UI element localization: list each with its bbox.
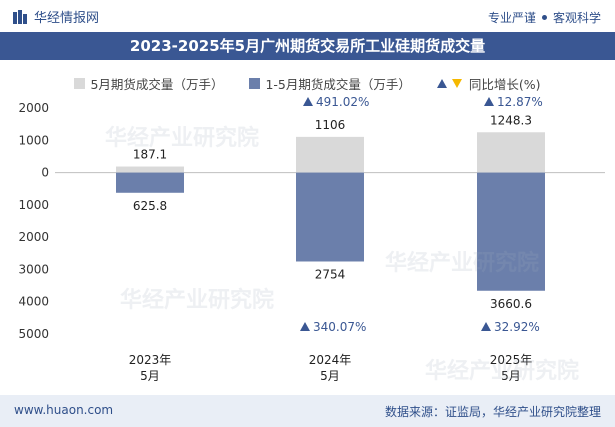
legend-swatch-monthly (74, 77, 86, 89)
x-tick-label-year: 2025年 (490, 353, 533, 367)
tagline-right: 客观科学 (552, 11, 601, 25)
growth-up-icon (484, 97, 494, 106)
tagline-dot-icon (541, 15, 547, 20)
chart-legend: 5月期货成交量（万手） 1-5月期货成交量（万手） 同比增长(%) (0, 74, 615, 92)
data-label-cumulative: 625.8 (133, 199, 167, 213)
bar-monthly (116, 166, 184, 173)
x-tick-label-month: 5月 (320, 369, 340, 383)
chart-area: 2000 1000 0 1000 2000 3000 4000 5000 187.1 625.8 2… (0, 60, 615, 395)
growth-label-monthly: 491.02% (316, 95, 369, 109)
bar-cumulative (477, 172, 545, 291)
growth-label-cumulative: 340.07% (313, 320, 366, 334)
legend-item-monthly: 5月期货成交量（万手） (74, 74, 223, 92)
legend-item-growth: 同比增长(%) (436, 74, 541, 92)
y-tick-label: 4000 (18, 295, 49, 309)
legend-label-growth: 同比增长(%) (468, 76, 541, 92)
legend-label-monthly: 5月期货成交量（万手） (90, 76, 224, 92)
y-tick-label: 0 (41, 166, 49, 180)
legend-swatch-cumulative (249, 77, 261, 89)
growth-label-cumulative: 32.92% (494, 320, 540, 334)
x-tick-label-year: 2024年 (309, 353, 352, 367)
bar-cumulative (116, 172, 184, 193)
data-label-cumulative: 3660.6 (490, 297, 532, 311)
y-tick-label: 3000 (18, 262, 49, 276)
chart-svg: 2000 1000 0 1000 2000 3000 4000 5000 187.1 625.8 2… (18, 95, 605, 383)
chart-title: 2023-2025年5月广州期货交易所工业硅期货成交量 (0, 32, 615, 60)
footer: www.huaon.com 数据来源：证监局，华经产业研究院整理 (0, 395, 615, 427)
x-tick-label-month: 5月 (140, 369, 160, 383)
footer-site-link[interactable]: www.huaon.com (14, 403, 114, 417)
brand: 华经情报网 (12, 7, 99, 26)
y-tick-label: 1000 (18, 198, 49, 212)
bar-monthly (296, 136, 364, 173)
brand-name: 华经情报网 (34, 11, 100, 26)
bar-cumulative (296, 172, 364, 262)
growth-up-icon (436, 78, 447, 88)
bar-monthly (477, 132, 545, 173)
y-tick-label: 5000 (18, 327, 49, 341)
legend-item-cumulative: 1-5月期货成交量（万手） (249, 74, 411, 92)
brand-logo-icon (13, 9, 27, 24)
growth-down-icon (451, 78, 462, 88)
data-label-monthly: 1248.3 (490, 113, 532, 127)
top-bar: 华经情报网 专业严谨 客观科学 (0, 0, 615, 32)
y-tick-label: 2000 (18, 101, 49, 115)
footer-source: 数据来源：证监局，华经产业研究院整理 (384, 405, 601, 419)
x-tick-label-year: 2023年 (129, 353, 172, 367)
tagline-left: 专业严谨 (487, 11, 536, 25)
data-label-monthly: 1106 (315, 118, 346, 132)
growth-up-icon (300, 322, 310, 331)
tagline: 专业严谨 客观科学 (488, 9, 601, 26)
legend-label-cumulative: 1-5月期货成交量（万手） (265, 76, 411, 92)
y-tick-label: 1000 (18, 133, 49, 147)
x-tick-label-month: 5月 (501, 369, 521, 383)
growth-up-icon (303, 97, 313, 106)
y-tick-label: 2000 (18, 230, 49, 244)
growth-up-icon (481, 322, 491, 331)
data-label-monthly: 187.1 (133, 148, 167, 162)
data-label-cumulative: 2754 (315, 267, 346, 281)
growth-label-monthly: 12.87% (497, 95, 543, 109)
